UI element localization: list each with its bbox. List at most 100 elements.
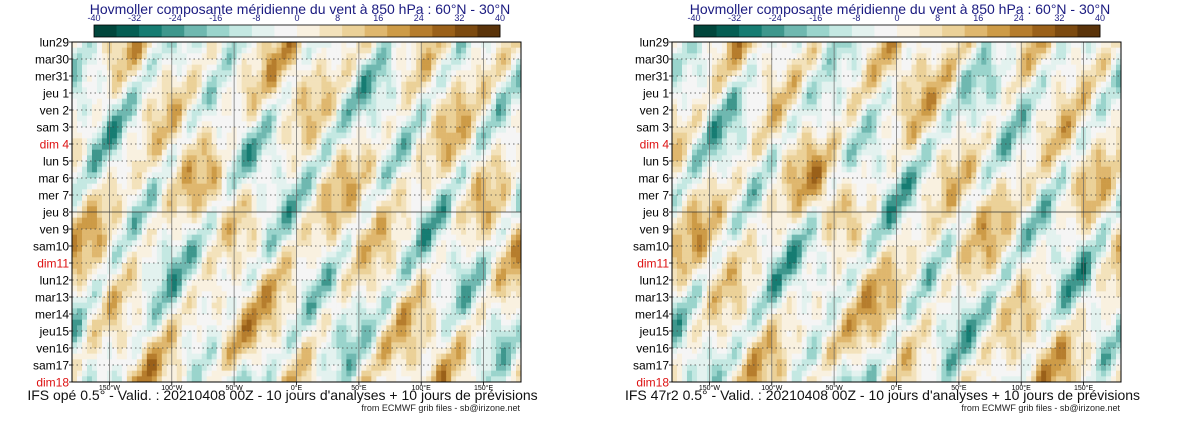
field-cell <box>336 53 342 60</box>
field-cell <box>411 263 417 269</box>
field-cell <box>72 342 78 349</box>
field-cell <box>211 240 217 247</box>
field-cell <box>286 268 292 275</box>
field-cell <box>451 274 457 281</box>
field-cell <box>371 42 377 48</box>
field-cell <box>501 268 507 275</box>
field-cell <box>496 212 502 218</box>
field-cell <box>246 285 252 292</box>
field-cell <box>436 348 442 354</box>
field-cell <box>426 42 432 48</box>
field-cell <box>276 138 282 145</box>
field-cell <box>321 64 327 71</box>
field-cell <box>166 53 173 60</box>
field-cell <box>361 149 367 156</box>
field-cell <box>501 200 507 207</box>
field-cell <box>501 59 507 65</box>
field-cell <box>156 348 163 354</box>
field-cell <box>171 144 178 150</box>
field-cell <box>136 240 143 247</box>
field-cell <box>201 200 207 207</box>
field-cell <box>486 297 492 303</box>
field-cell <box>511 336 517 343</box>
field-cell <box>121 353 128 360</box>
field-cell <box>291 155 297 162</box>
field-cell <box>496 285 502 292</box>
field-cell <box>266 336 272 343</box>
field-cell <box>156 81 163 88</box>
field-cell <box>286 195 292 201</box>
field-cell <box>256 268 262 275</box>
field-cell <box>156 53 163 60</box>
field-cell <box>416 217 422 224</box>
field-cell <box>306 223 312 230</box>
field-cell <box>126 325 133 332</box>
field-cell <box>486 285 492 292</box>
field-cell <box>351 42 357 48</box>
field-cell <box>271 240 277 247</box>
field-cell <box>501 325 507 332</box>
field-cell <box>396 285 402 292</box>
field-cell <box>426 172 432 179</box>
field-cell <box>376 93 382 99</box>
field-cell <box>331 297 337 303</box>
field-cell <box>221 348 227 354</box>
field-cell <box>86 178 93 184</box>
field-cell <box>271 93 277 99</box>
field-cell <box>466 115 472 122</box>
field-cell <box>431 149 437 156</box>
field-cell <box>216 302 222 309</box>
field-cell <box>116 240 123 247</box>
field-cell <box>136 121 143 128</box>
field-cell <box>416 319 422 326</box>
field-cell <box>121 76 128 82</box>
field-cell <box>376 212 382 218</box>
field-cell <box>196 246 203 252</box>
field-cell <box>226 59 232 65</box>
field-cell <box>331 166 337 173</box>
field-cell <box>276 280 282 286</box>
field-cell <box>486 172 492 179</box>
field-cell <box>266 342 272 349</box>
field-cell <box>126 308 133 315</box>
field-cell <box>201 138 207 145</box>
field-cell <box>516 53 522 60</box>
field-cell <box>221 87 227 94</box>
field-cell <box>211 195 217 201</box>
field-cell <box>131 93 138 99</box>
field-cell <box>276 149 282 156</box>
field-cell <box>316 76 322 82</box>
field-cell <box>266 325 272 332</box>
field-cell <box>496 172 502 179</box>
field-cell <box>376 98 382 105</box>
field-cell <box>271 217 277 224</box>
field-cell <box>146 229 153 235</box>
field-cell <box>241 331 247 337</box>
field-cell <box>101 308 108 315</box>
field-cell <box>246 348 252 354</box>
field-cell <box>291 342 297 349</box>
field-cell <box>486 212 492 218</box>
field-cell <box>146 342 153 349</box>
field-cell <box>116 246 123 252</box>
field-cell <box>186 115 193 122</box>
field-cell <box>391 217 397 224</box>
field-cell <box>381 342 387 349</box>
field-cell <box>326 223 332 230</box>
field-cell <box>336 274 342 281</box>
field-cell <box>471 285 477 292</box>
field-cell <box>506 223 512 230</box>
field-cell <box>296 76 302 82</box>
field-cell <box>156 76 163 82</box>
field-cell <box>406 110 412 116</box>
field-cell <box>386 342 392 349</box>
colorbar-tick-label: 40 <box>495 13 505 23</box>
field-cell <box>501 155 507 162</box>
field-cell <box>261 223 267 230</box>
field-cell <box>131 223 138 230</box>
field-cell <box>91 132 98 139</box>
field-cell <box>201 161 207 167</box>
field-cell <box>456 302 462 309</box>
field-cell <box>361 314 367 320</box>
field-cell <box>256 76 262 82</box>
